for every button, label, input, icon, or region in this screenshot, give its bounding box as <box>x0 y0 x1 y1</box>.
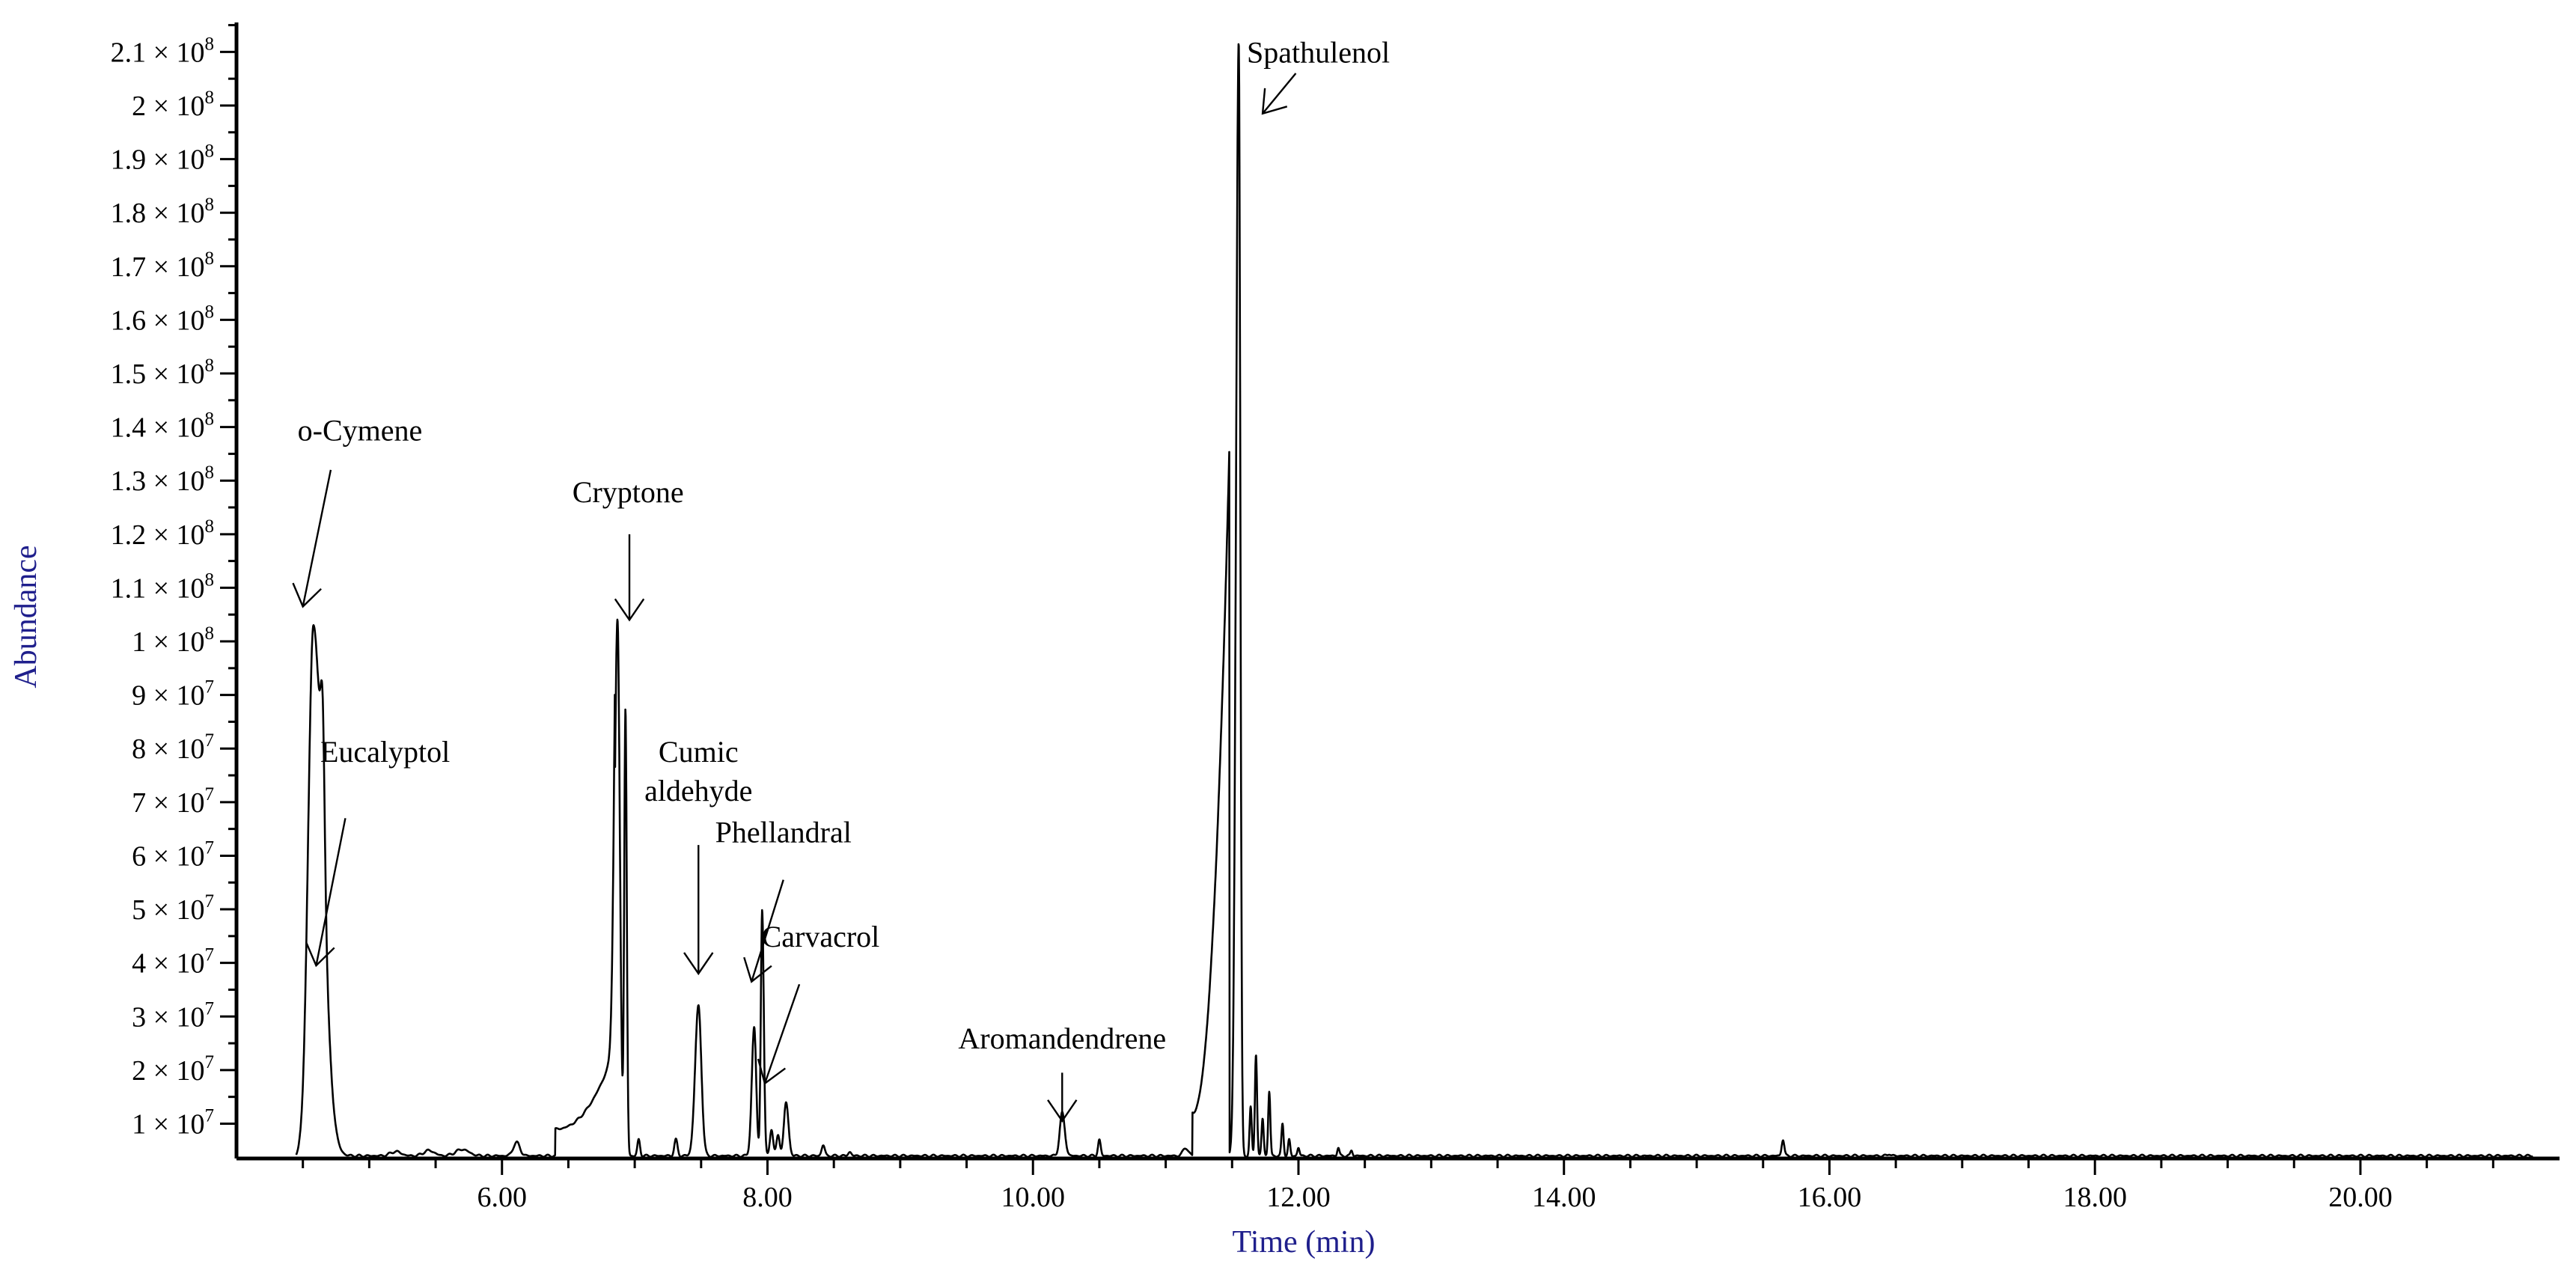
annotation-5: Carvacrol <box>757 920 880 1085</box>
y-tick-label: 2 × 108 <box>132 88 214 122</box>
y-tick-label: 1 × 107 <box>132 1105 214 1140</box>
y-tick-label: 4 × 107 <box>132 945 214 980</box>
annotation-0: o-Cymene <box>292 414 423 608</box>
annotation-arrow-line <box>751 879 784 983</box>
annotation-label: aldehyde <box>644 774 752 807</box>
annotation-arrow-head <box>683 952 714 976</box>
annotation-arrow-line <box>302 469 332 607</box>
y-tick-label: 1.2 × 108 <box>111 516 214 551</box>
x-tick-label: 14.00 <box>1532 1182 1596 1213</box>
annotation-label: Eucalyptol <box>320 735 450 769</box>
x-axis-title: Time (min) <box>1233 1225 1376 1260</box>
annotation-6: Aromandendrene <box>958 1022 1166 1123</box>
y-tick-label: 1.1 × 108 <box>111 570 214 604</box>
annotation-label: Aromandendrene <box>958 1022 1166 1055</box>
annotation-arrow-head <box>1261 88 1288 115</box>
y-tick-label: 1.4 × 108 <box>111 409 214 444</box>
y-tick-label: 1.9 × 108 <box>111 141 214 176</box>
annotation-label: Cumic <box>659 735 739 769</box>
annotation-label: Spathulenol <box>1247 36 1390 70</box>
annotation-2: Cryptone <box>573 475 684 622</box>
y-tick-label: 1.7 × 108 <box>111 248 214 283</box>
y-tick-label: 1.5 × 108 <box>111 355 214 390</box>
y-tick-label: 1.8 × 108 <box>111 195 214 229</box>
y-tick-label: 5 × 107 <box>132 891 214 926</box>
y-axis-ticks: 1 × 107 2 × 107 3 × 107 4 × 107 5 × 107 6 × 1… <box>111 24 236 1140</box>
annotation-label: Carvacrol <box>762 920 880 953</box>
x-tick-label: 20.00 <box>2328 1182 2393 1213</box>
annotation-arrow-head <box>1047 1099 1078 1123</box>
x-axis-ticks: 6.00 8.00 10.00 12.00 14.00 16.00 18.00 20.00 <box>302 1158 2494 1213</box>
x-tick-label: 6.00 <box>477 1182 527 1213</box>
y-tick-label: 1 × 108 <box>132 623 214 658</box>
annotation-arrow-line <box>1262 73 1297 115</box>
y-tick-label: 6 × 107 <box>132 837 214 872</box>
y-tick-label: 7 × 107 <box>132 784 214 819</box>
y-tick-label: 1.3 × 108 <box>111 462 214 497</box>
annotation-1: Eucalyptol <box>305 735 450 968</box>
annotation-arrow-head <box>305 941 335 968</box>
y-tick-label: 2 × 107 <box>132 1052 214 1087</box>
annotation-label: o-Cymene <box>298 414 423 448</box>
annotation-arrow-head <box>614 598 645 622</box>
annotation-label: Cryptone <box>573 475 684 509</box>
annotation-3: Cumic aldehyde <box>644 735 752 976</box>
x-tick-label: 8.00 <box>742 1182 793 1213</box>
y-tick-label: 1.6 × 108 <box>111 302 214 336</box>
peak-annotations: o-Cymene Eucalyptol Cryptone Cumic aldehyde P… <box>292 36 1390 1123</box>
x-tick-label: 10.00 <box>1001 1182 1065 1213</box>
y-tick-label: 9 × 107 <box>132 677 214 712</box>
annotation-label: Phellandral <box>715 816 852 849</box>
x-tick-label: 12.00 <box>1266 1182 1331 1213</box>
annotation-7: Spathulenol <box>1247 36 1390 115</box>
x-tick-label: 18.00 <box>2063 1182 2127 1213</box>
annotation-arrow-line <box>315 818 347 966</box>
chromatogram-trace <box>295 43 2534 1158</box>
y-tick-label: 2.1 × 108 <box>111 34 214 68</box>
annotation-arrow-head <box>757 1058 787 1085</box>
x-tick-label: 16.00 <box>1798 1182 1862 1213</box>
annotation-arrow-line <box>763 983 801 1084</box>
y-axis-title: Abundance <box>9 545 43 688</box>
annotation-arrow-head <box>743 956 772 983</box>
y-tick-label: 3 × 107 <box>132 998 214 1033</box>
annotation-arrow-head <box>292 582 322 608</box>
annotation-4: Phellandral <box>715 816 852 983</box>
y-tick-label: 8 × 107 <box>132 730 214 765</box>
